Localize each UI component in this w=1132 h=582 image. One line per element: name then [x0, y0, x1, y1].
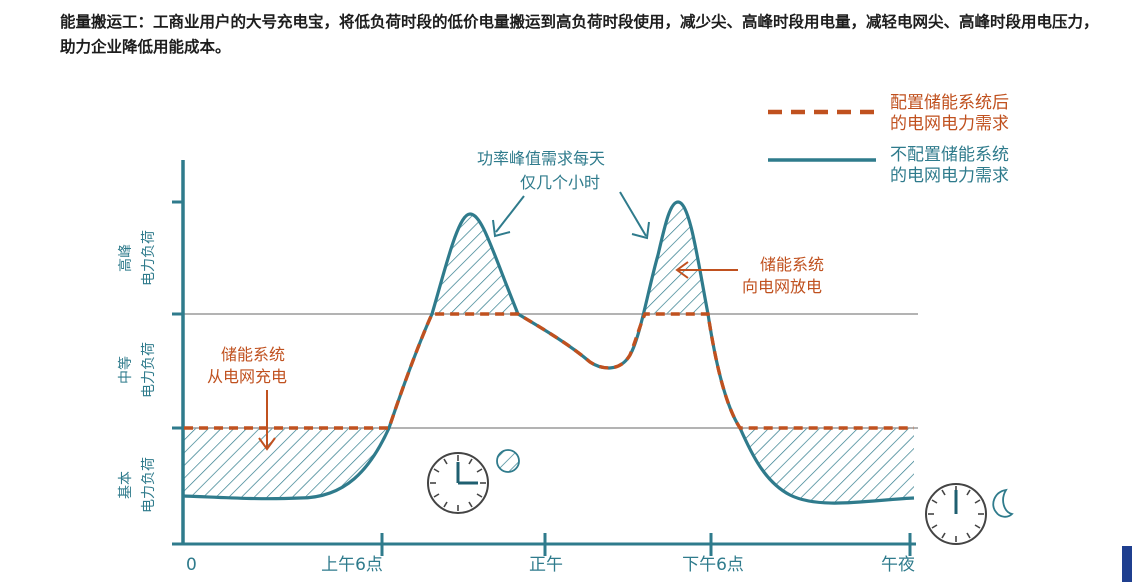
y-label-mid-line2: 电力负荷 — [141, 342, 157, 398]
x-label-midnight: 午夜 — [881, 555, 915, 575]
y-label-peak-line2: 电力负荷 — [141, 230, 157, 286]
sun-icon — [496, 449, 520, 473]
peak-note-line2: 仅几个小时 — [520, 173, 600, 192]
y-label-base: 基本 电力负荷 — [117, 457, 157, 513]
charge-arrow — [258, 390, 276, 451]
caption: 能量搬运工：工商业用户的大号充电宝，将低负荷时段的低价电量搬运到高负荷时段使用，… — [60, 13, 1099, 56]
peak-note-arrow-right — [619, 191, 650, 240]
charge-hatched-area — [184, 428, 389, 499]
y-label-peak: 高峰 电力负荷 — [117, 230, 157, 286]
legend-solid-label-line1: 不配置储能系统 — [890, 145, 1009, 165]
page-edge-bar — [1122, 546, 1132, 582]
discharge-night-hatched-area — [740, 428, 914, 504]
y-label-mid: 中等 电力负荷 — [117, 342, 157, 398]
x-label-6pm: 下午6点 — [682, 555, 744, 575]
x-label-0: 0 — [186, 555, 197, 575]
y-label-base-line1: 基本 — [117, 471, 134, 499]
legend-dashed-label-line2: 的电网电力需求 — [890, 114, 1009, 134]
discharge-note-line2: 向电网放电 — [742, 277, 822, 296]
legend-dashed-label-line1: 配置储能系统后 — [890, 93, 1009, 113]
x-label-noon: 正午 — [529, 555, 563, 575]
moon-icon — [992, 488, 1014, 518]
peak-note-arrow-left — [492, 195, 525, 238]
left-peak-hatched-area — [432, 214, 518, 314]
y-label-base-line2: 电力负荷 — [141, 457, 157, 513]
y-label-peak-line1: 高峰 — [117, 244, 134, 272]
right-peak-hatched-area — [645, 202, 708, 314]
legend-solid-label-line2: 的电网电力需求 — [890, 166, 1009, 186]
clock-icon — [427, 452, 489, 514]
charge-note-line1: 储能系统 — [221, 345, 285, 364]
discharge-note-line1: 储能系统 — [760, 255, 824, 274]
clock-icon — [925, 483, 987, 545]
charge-note-line2: 从电网充电 — [207, 367, 287, 386]
peak-note-line1: 功率峰值需求每天 — [477, 149, 605, 168]
x-label-6am: 上午6点 — [321, 555, 383, 575]
demand-curve-with-storage — [184, 312, 914, 430]
discharge-arrow — [675, 261, 738, 279]
y-label-mid-line1: 中等 — [117, 356, 134, 384]
